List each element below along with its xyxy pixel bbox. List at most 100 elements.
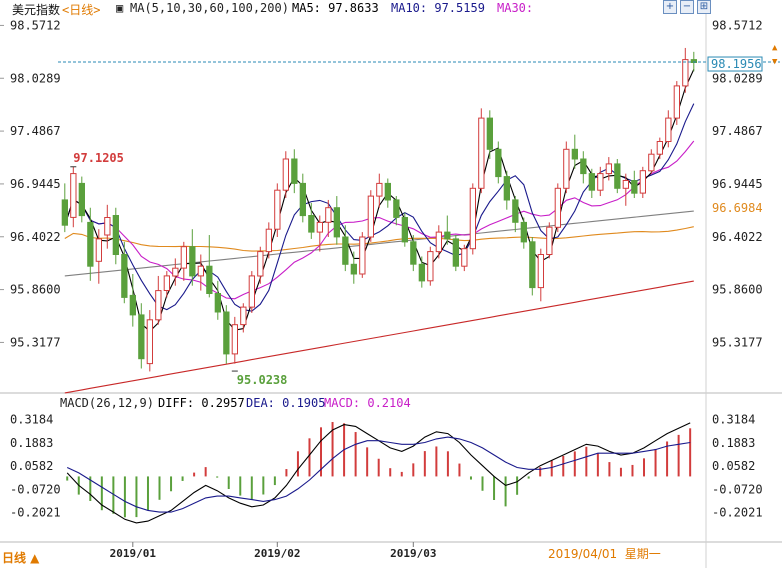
zoom-in-button[interactable]: + [663, 0, 677, 14]
candle-down [308, 215, 315, 233]
candle-up [376, 182, 383, 197]
high-annotation: 97.1205 [73, 151, 124, 165]
zoom-out-button[interactable]: − [680, 0, 694, 14]
macd-tick-label-left: 0.3184 [10, 413, 53, 427]
candle-up [146, 319, 153, 365]
macd-tick-label-left: 0.0582 [10, 459, 53, 473]
candle-up [597, 173, 604, 191]
y-tick-label-right: 96.9445 [712, 177, 763, 191]
ma-icon: ▣ [116, 1, 124, 15]
candle-up [316, 221, 324, 233]
ma100-line [64, 210, 694, 277]
candle-up [656, 141, 664, 155]
macd-tick-label-right: -0.0720 [712, 482, 763, 496]
candle-up [461, 248, 468, 267]
y-tick-label-left: 97.4867 [10, 124, 61, 138]
y-tick-label-right: 95.3177 [712, 335, 763, 349]
macd-tick-label-right: 0.1883 [712, 436, 755, 450]
candle-up [104, 217, 111, 236]
candle-up [435, 231, 443, 253]
candle-down [214, 293, 221, 313]
candle-up [248, 275, 255, 308]
y-tick-label-right: 98.5712 [712, 18, 763, 32]
y-tick-label-right: 97.4867 [712, 124, 763, 138]
y-tick-label-left: 96.9445 [10, 177, 61, 191]
candle-up [673, 85, 681, 119]
y-tick-label-left: 95.3177 [10, 335, 61, 349]
candle-down [206, 265, 213, 295]
y-tick-label-right: 96.4022 [712, 230, 763, 244]
candle-up [197, 265, 204, 277]
candle-up [180, 246, 187, 269]
candle-down [138, 314, 145, 360]
candle-down [410, 241, 417, 265]
candle-up [325, 207, 332, 223]
candle-down [384, 182, 392, 201]
candle-down [401, 217, 409, 243]
candle-down [495, 148, 502, 178]
candle-up [359, 236, 366, 275]
candle-up [427, 251, 434, 282]
x-tick-label: 2019/02 [254, 547, 300, 560]
y-tick-label-left: 98.5712 [10, 18, 61, 32]
header-dea: DEA: 0.1905 [246, 396, 326, 410]
candle-down [503, 176, 511, 201]
candle-down [129, 294, 136, 316]
candle-down [87, 221, 94, 267]
x-tick-label: 2019/01 [110, 547, 157, 560]
y-tick-label-left: 95.8600 [10, 283, 61, 297]
candle-up [546, 226, 553, 255]
candle-up [469, 187, 477, 250]
candle-down [333, 207, 341, 238]
macd-tick-label-right: 0.3184 [712, 413, 755, 427]
candle-up [622, 180, 630, 189]
candle-down [418, 263, 426, 282]
candle-up [231, 324, 238, 355]
candle-up [265, 228, 273, 253]
candle-up [274, 189, 281, 230]
candle-down [121, 254, 128, 298]
candle-up [639, 170, 647, 194]
candle-up [367, 195, 375, 238]
period-switch-button[interactable]: 日线 ▲ [2, 551, 40, 565]
candle-up [554, 187, 562, 228]
candle-down [571, 148, 579, 160]
candle-up [563, 148, 570, 189]
candle-down [512, 199, 519, 223]
header-macd: MACD: 0.2104 [324, 396, 411, 410]
dea-line [66, 436, 691, 513]
macd-tick-label-left: -0.2021 [10, 506, 61, 520]
candle-down [588, 173, 596, 191]
scroll-down-icon: ▼ [772, 57, 778, 67]
macd-tick-label-right: 0.0582 [712, 459, 755, 473]
scroll-up-icon: ▲ [772, 43, 778, 53]
candle-up [682, 59, 689, 87]
macd-tick-label-left: 0.1883 [10, 436, 53, 450]
candle-up [95, 238, 102, 262]
candle-up [172, 267, 179, 277]
candle-down [291, 158, 298, 184]
header-diff: DIFF: 0.2957 [158, 396, 245, 410]
candle-down [486, 117, 494, 150]
header-period[interactable]: <日线> [62, 3, 101, 17]
candle-down [452, 238, 460, 267]
current-price-box [707, 56, 763, 72]
y-tick-label-left: 96.4022 [10, 230, 61, 244]
candle-down [529, 241, 536, 289]
candle-up [70, 173, 77, 218]
candle-down [520, 221, 528, 243]
low-annotation: 95.0238 [237, 373, 288, 387]
candle-down [189, 246, 196, 277]
candle-down [631, 180, 638, 194]
candle-down [393, 199, 400, 218]
candle-down [223, 311, 230, 355]
header-ma10: MA10: 97.5159 [391, 1, 485, 15]
macd-tick-label-right: -0.2021 [712, 506, 763, 520]
candle-down [580, 158, 587, 175]
candle-down [342, 236, 349, 265]
x-tick-label: 2019/03 [390, 547, 436, 560]
candle-up [163, 275, 170, 291]
grid-toggle-button[interactable]: ⊞ [697, 0, 711, 14]
ma60-line [64, 226, 694, 252]
